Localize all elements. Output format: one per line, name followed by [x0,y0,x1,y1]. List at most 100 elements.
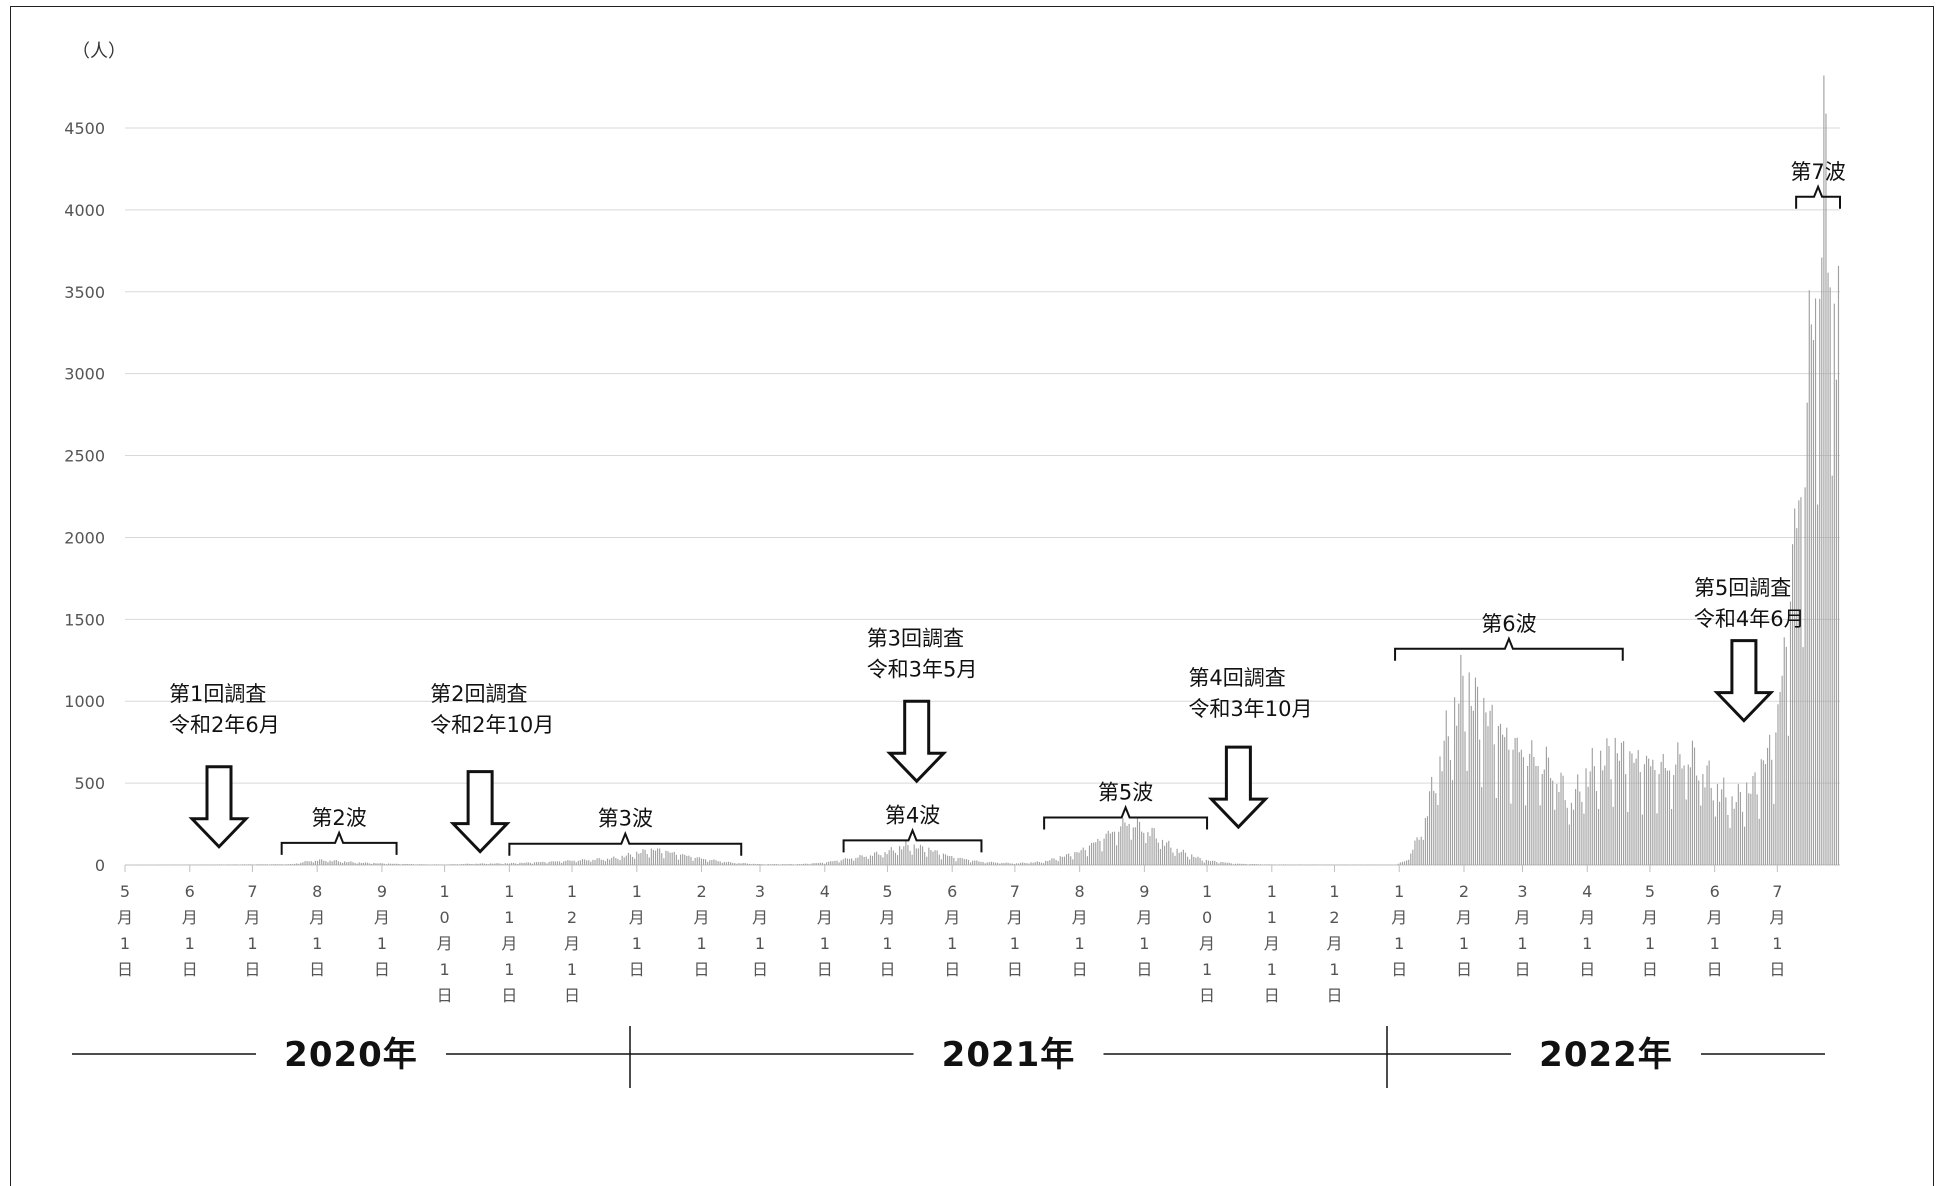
bar [1736,802,1737,865]
bar [711,860,712,865]
bar [1673,775,1674,865]
survey-label: 第4回調査 [1188,666,1285,690]
bar [1719,802,1720,865]
bar [546,863,547,865]
bar [870,855,871,865]
bar [1398,864,1399,865]
bar [960,858,961,865]
bar [565,861,566,865]
bar [991,862,992,865]
bar [346,862,347,865]
bar [1212,861,1213,865]
bar [1016,863,1017,865]
bar [613,856,614,865]
year-label: 2020年 [284,1035,418,1075]
bar [985,863,986,865]
bar [569,861,570,865]
bar [1137,818,1138,865]
bar [1131,840,1132,865]
bar [1729,828,1730,865]
bar [1698,780,1699,865]
bar [853,861,854,865]
bar [1800,497,1801,865]
bar [1652,760,1653,865]
bar [755,864,756,865]
bar [774,864,775,865]
bar [1552,781,1553,865]
bar [1039,862,1040,865]
bar [1723,778,1724,865]
bar [1133,827,1134,865]
bar [1838,266,1839,865]
bar [373,863,374,865]
bar [872,856,873,865]
bar [1124,822,1125,865]
bar [1725,797,1726,865]
bar [1208,861,1209,865]
bar [1573,810,1574,865]
bar [421,864,422,865]
bar [342,863,343,865]
bar [1222,862,1223,865]
bar [1475,678,1476,865]
bar [805,864,806,865]
bar [1569,824,1570,865]
bar [1085,850,1086,865]
bar [1510,804,1511,865]
bar [659,849,660,866]
bar [1613,807,1614,865]
bar [536,862,537,865]
bar [1129,824,1130,865]
bar [1437,805,1438,865]
bar [1074,852,1075,865]
y-axis-unit-label: （人） [72,41,126,62]
bar [734,863,735,865]
bar [724,862,725,865]
bar [1817,505,1818,866]
bar [592,860,593,865]
bar [1043,863,1044,865]
wave-bracket [1044,807,1207,829]
bar [861,855,862,865]
bar [1494,744,1495,865]
bar [1527,766,1528,865]
bar [526,863,527,865]
bar [603,860,604,865]
bar [1823,76,1824,865]
bar [715,860,716,865]
bar [321,859,322,865]
bar [661,853,662,865]
bar [432,864,433,865]
bar [1517,738,1518,865]
bar [747,864,748,865]
bar [348,862,349,865]
bar [1583,814,1584,865]
bar [1709,761,1710,865]
y-tick-label: 3500 [64,283,105,302]
bar [413,864,414,865]
bar [851,858,852,865]
bar [1469,672,1470,865]
bar [1467,771,1468,865]
bar [749,864,750,865]
bar [490,863,491,865]
survey-period: 令和3年5月 [867,658,978,682]
bar [822,863,823,865]
bar [1197,857,1198,865]
bar [448,864,449,865]
bar [1775,732,1776,865]
bar [292,864,293,865]
bar [265,864,266,865]
wave-label: 第5波 [1098,780,1153,804]
bar [323,861,324,865]
survey-period: 令和3年10月 [1188,697,1312,721]
bar [1531,740,1532,865]
